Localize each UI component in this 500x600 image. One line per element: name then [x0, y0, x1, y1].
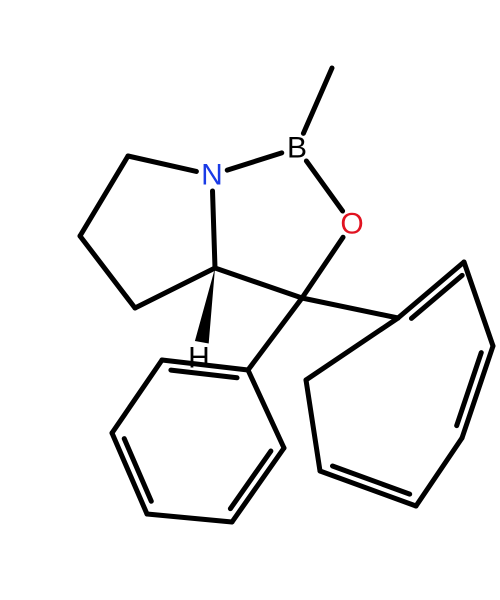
molecule-diagram: N B O H — [0, 0, 500, 600]
atom-b-label: B — [287, 132, 307, 165]
atom-n-label: N — [201, 159, 223, 192]
atom-h-label: H — [188, 342, 210, 375]
atom-o-label: O — [340, 208, 363, 241]
